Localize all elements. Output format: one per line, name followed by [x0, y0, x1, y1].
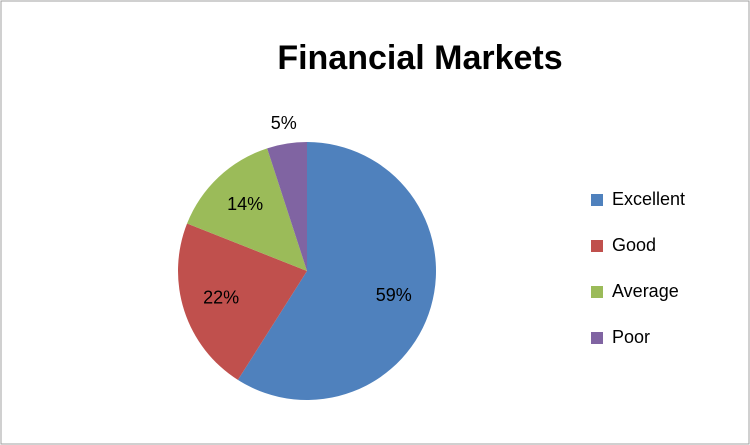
pie-slice [178, 223, 307, 380]
pie-slice [267, 142, 307, 271]
data-label: 59% [376, 285, 412, 305]
chart-title: Financial Markets [277, 39, 562, 77]
pie-slice [187, 148, 307, 271]
legend-label: Average [612, 281, 679, 301]
data-label: 14% [227, 194, 263, 214]
legend-swatch [591, 240, 603, 252]
data-label: 22% [203, 288, 239, 308]
legend-label: Excellent [612, 189, 685, 209]
legend-swatch [591, 286, 603, 298]
data-label: 5% [271, 113, 297, 133]
legend-label: Good [612, 235, 656, 255]
legend-swatch [591, 194, 603, 206]
legend-swatch [591, 332, 603, 344]
legend-label: Poor [612, 327, 650, 347]
pie-slice [237, 142, 437, 401]
